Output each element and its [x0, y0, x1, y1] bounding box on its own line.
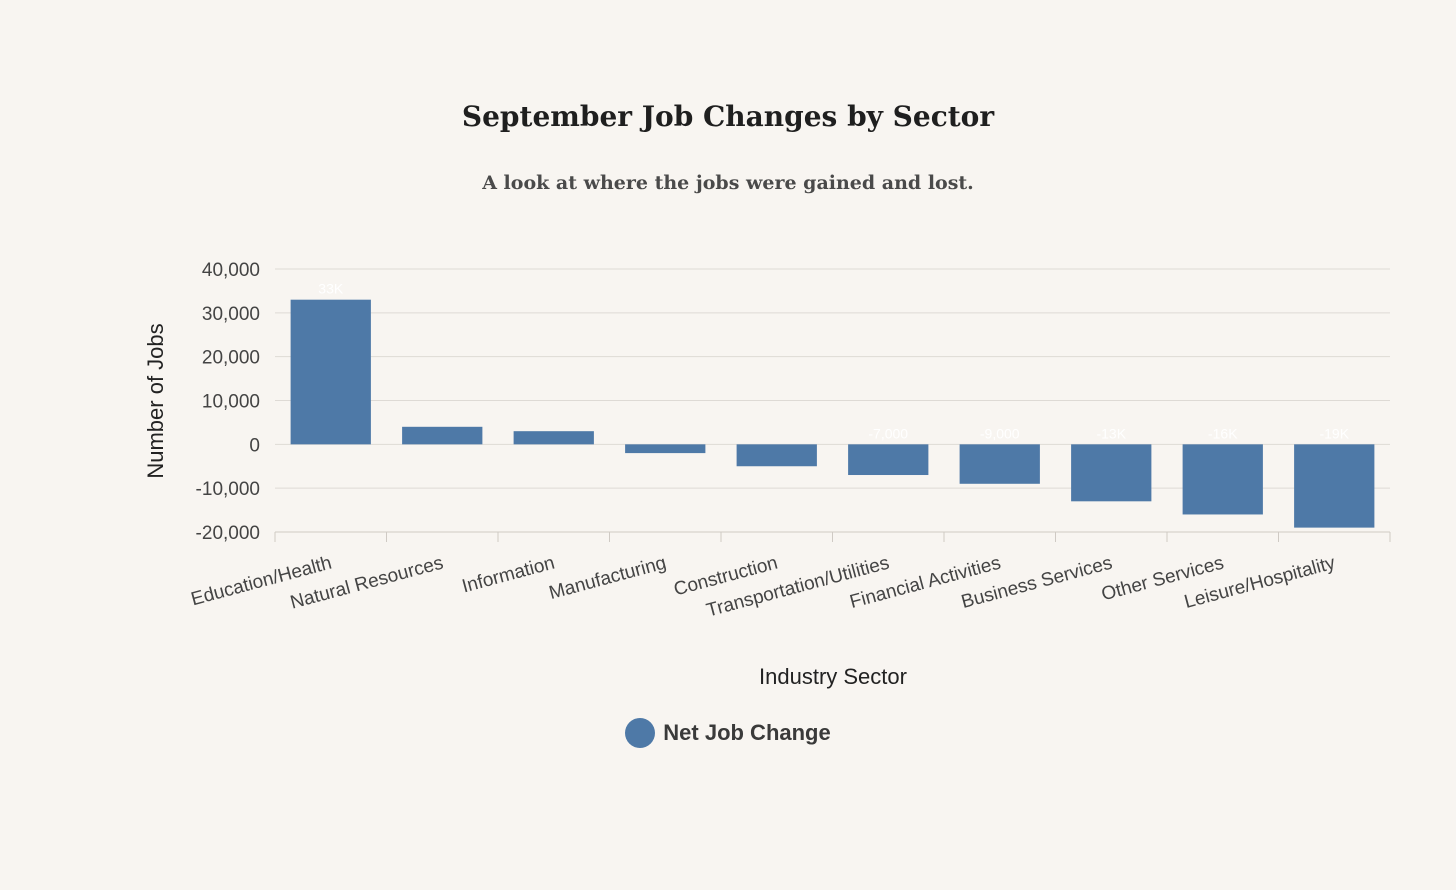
- x-tick-label: Information: [460, 553, 557, 598]
- bar: [625, 444, 706, 454]
- x-tick-label: Manufacturing: [547, 553, 669, 604]
- bar: [402, 426, 483, 445]
- legend-label: Net Job Change: [663, 720, 831, 745]
- y-tick-label: 0: [249, 435, 260, 456]
- y-tick-label: -20,000: [196, 523, 260, 544]
- bar: [848, 444, 929, 476]
- bar: [290, 299, 371, 445]
- y-axis-title: Number of Jobs: [143, 323, 168, 478]
- y-tick-label: 40,000: [202, 260, 260, 281]
- data-label: -13K: [1096, 425, 1126, 441]
- data-label: -7,000: [868, 425, 908, 441]
- data-label: -16K: [1208, 425, 1238, 441]
- data-label: 33K: [318, 281, 344, 297]
- bar: [1294, 444, 1375, 528]
- bars: [290, 299, 1375, 528]
- legend: Net Job Change: [0, 718, 1456, 748]
- x-axis-title: Industry Sector: [759, 664, 907, 689]
- y-tick-label: 10,000: [202, 392, 260, 413]
- y-tick-label: 20,000: [202, 348, 260, 369]
- bar: [959, 444, 1040, 484]
- data-labels: 33K -7,000 -9,000 -13K -16K -19K: [318, 281, 1349, 442]
- legend-swatch-icon: [625, 718, 656, 748]
- bar: [513, 431, 594, 445]
- chart-subtitle: A look at where the jobs were gained and…: [482, 172, 974, 194]
- data-label: -9,000: [980, 425, 1020, 441]
- bar: [1071, 444, 1152, 502]
- data-label: -19K: [1319, 425, 1349, 441]
- chart-title: September Job Changes by Sector: [461, 100, 995, 133]
- bar: [1182, 444, 1263, 515]
- y-tick-label: 30,000: [202, 304, 260, 325]
- y-tick-label: -10,000: [196, 479, 260, 500]
- bar: [736, 444, 817, 467]
